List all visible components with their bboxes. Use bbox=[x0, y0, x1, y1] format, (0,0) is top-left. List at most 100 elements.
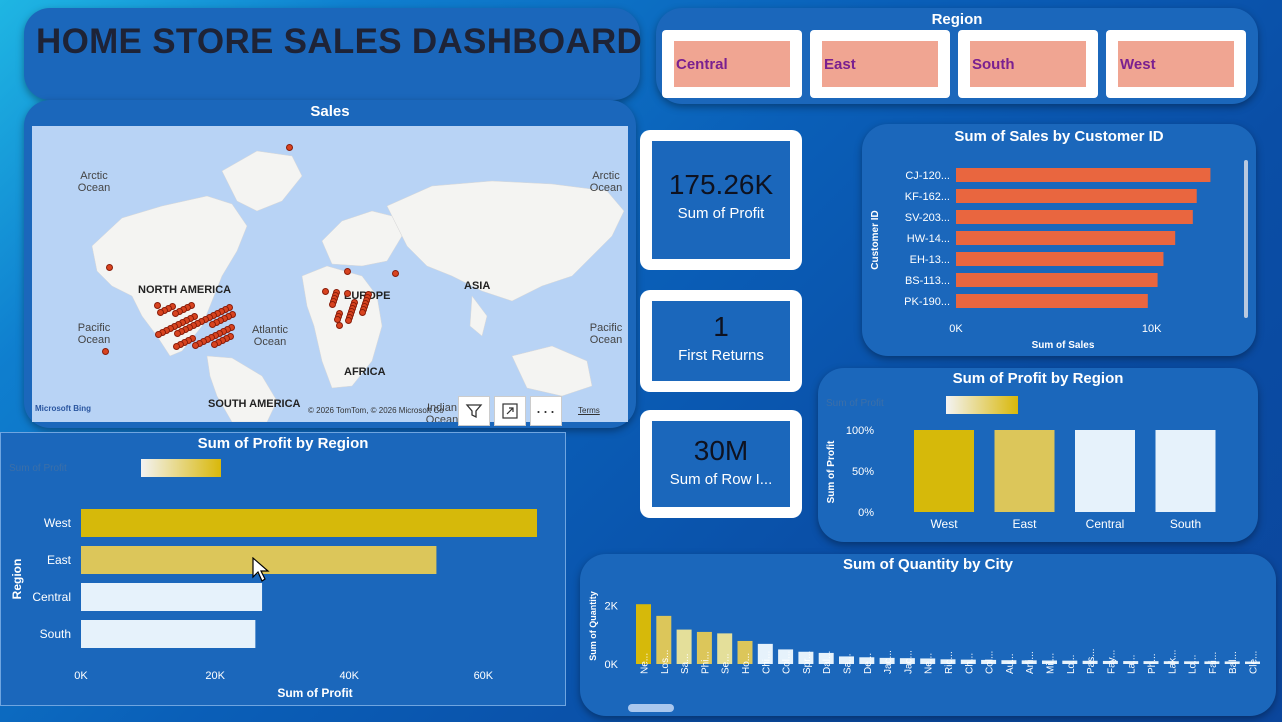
city-column[interactable] bbox=[960, 659, 976, 664]
customer-bar[interactable] bbox=[956, 294, 1148, 308]
customer-label: SV-203... bbox=[905, 212, 950, 224]
map-sales-point[interactable] bbox=[322, 288, 329, 295]
x-tick-label: Phi... bbox=[700, 651, 711, 674]
city-column[interactable] bbox=[818, 652, 834, 664]
sales-by-customer-chart[interactable]: CJ-120... KF-162... SV-203... HW-14... EH-13… bbox=[862, 124, 1256, 356]
city-column[interactable] bbox=[1102, 660, 1118, 664]
map-sales-point[interactable] bbox=[174, 330, 181, 337]
customer-bar[interactable] bbox=[956, 210, 1193, 224]
region-column[interactable] bbox=[914, 430, 974, 512]
map-sales-point[interactable] bbox=[155, 331, 162, 338]
customer-label: PK-190... bbox=[904, 296, 950, 308]
map-attribution: © 2026 TomTom, © 2026 Microsoft Co bbox=[308, 406, 444, 415]
map-sales-point[interactable] bbox=[336, 322, 343, 329]
map-sales-point[interactable] bbox=[345, 317, 352, 324]
city-column[interactable] bbox=[940, 659, 956, 664]
slicer-option-central[interactable]: Central bbox=[662, 30, 802, 98]
x-tick-label: East bbox=[1012, 517, 1037, 531]
map-sales-point[interactable] bbox=[392, 270, 399, 277]
city-column[interactable] bbox=[879, 657, 895, 664]
map-sales-point[interactable] bbox=[106, 264, 113, 271]
map-sales-point[interactable] bbox=[344, 268, 351, 275]
y-tick-label: Central bbox=[32, 590, 71, 604]
customer-bar[interactable] bbox=[956, 252, 1164, 266]
title-card: HOME STORE SALES DASHBOARD bbox=[24, 8, 642, 100]
region-column[interactable] bbox=[1075, 430, 1135, 512]
map-sales-point[interactable] bbox=[359, 309, 366, 316]
more-options-icon[interactable]: ··· bbox=[530, 396, 562, 426]
x-tick-label: Los... bbox=[660, 650, 671, 674]
map-sales-point[interactable] bbox=[154, 302, 161, 309]
city-column[interactable] bbox=[981, 659, 997, 664]
city-column[interactable] bbox=[1021, 660, 1037, 664]
focus-mode-icon[interactable] bbox=[494, 396, 526, 426]
map-sales-point[interactable] bbox=[192, 342, 199, 349]
kpi-label-returns: First Returns bbox=[678, 347, 764, 364]
city-column[interactable] bbox=[1163, 661, 1179, 664]
map-sales-point[interactable] bbox=[209, 321, 216, 328]
y-axis-title: Sum of Profit bbox=[826, 440, 837, 503]
city-column[interactable] bbox=[757, 643, 773, 664]
city-column[interactable] bbox=[1184, 661, 1200, 664]
city-column[interactable] bbox=[920, 658, 936, 664]
map-sales-point[interactable] bbox=[173, 343, 180, 350]
customer-chart-scrollbar[interactable] bbox=[1244, 160, 1248, 318]
city-column[interactable] bbox=[859, 657, 875, 664]
filter-icon[interactable] bbox=[458, 396, 490, 426]
x-tick-label: Lo... bbox=[1188, 655, 1199, 674]
city-column[interactable] bbox=[778, 649, 794, 664]
region-slicer-label: Region bbox=[931, 11, 983, 28]
map-terms-link[interactable]: Terms bbox=[578, 406, 600, 415]
city-column[interactable] bbox=[1062, 660, 1078, 664]
sales-map[interactable]: Arctic Ocean Arctic Ocean Pacific Ocean … bbox=[32, 126, 628, 422]
quantity-by-city-chart[interactable]: Ne... Los... Sa... Phi... Se... Ho... Chi... Co… bbox=[580, 554, 1276, 716]
city-column[interactable] bbox=[1204, 661, 1220, 664]
city-column[interactable] bbox=[636, 604, 651, 664]
customer-bar[interactable] bbox=[956, 189, 1197, 203]
region-bar[interactable] bbox=[81, 583, 263, 611]
city-column[interactable] bbox=[656, 615, 672, 664]
city-column[interactable] bbox=[899, 658, 915, 664]
city-column[interactable] bbox=[1001, 660, 1017, 664]
city-column[interactable] bbox=[1042, 660, 1057, 665]
customer-bar[interactable] bbox=[956, 231, 1176, 245]
region-bar[interactable] bbox=[81, 509, 537, 537]
city-column[interactable] bbox=[1143, 661, 1159, 664]
map-sales-point[interactable] bbox=[211, 341, 218, 348]
map-sales-point[interactable] bbox=[157, 309, 164, 316]
customer-label: BS-113... bbox=[905, 275, 950, 287]
map-sales-point[interactable] bbox=[344, 290, 351, 297]
customer-bar[interactable] bbox=[956, 273, 1158, 287]
x-tick-label: South bbox=[1170, 517, 1201, 531]
city-column[interactable] bbox=[737, 640, 753, 664]
city-column[interactable] bbox=[1082, 660, 1098, 664]
map-label-asia: ASIA bbox=[464, 280, 491, 292]
city-column[interactable] bbox=[798, 651, 814, 664]
region-column[interactable] bbox=[994, 430, 1055, 512]
region-bar[interactable] bbox=[81, 620, 256, 648]
map-sales-point[interactable] bbox=[286, 144, 293, 151]
city-column[interactable] bbox=[1123, 661, 1139, 664]
city-column[interactable] bbox=[696, 631, 712, 664]
city-column[interactable] bbox=[676, 629, 692, 664]
y-tick-label: 100% bbox=[846, 425, 874, 437]
map-sales-point[interactable] bbox=[172, 310, 179, 317]
slicer-option-south[interactable]: South bbox=[958, 30, 1098, 98]
x-tick-label: Jac... bbox=[903, 650, 914, 674]
x-axis-title: Sum of Profit bbox=[277, 686, 352, 700]
map-sales-point[interactable] bbox=[329, 301, 336, 308]
sales-map-card: Sales Arctic Ocean Arctic Ocean Pacific … bbox=[24, 100, 636, 428]
city-column[interactable] bbox=[717, 633, 733, 664]
customer-bar[interactable] bbox=[956, 168, 1211, 182]
city-chart-scrollbar[interactable] bbox=[628, 704, 674, 712]
city-column[interactable] bbox=[1245, 661, 1260, 664]
map-sales-point[interactable] bbox=[102, 348, 109, 355]
region-column[interactable] bbox=[1155, 430, 1216, 512]
city-column[interactable] bbox=[1224, 661, 1240, 664]
slicer-option-east[interactable]: East bbox=[810, 30, 950, 98]
slicer-option-west[interactable]: West bbox=[1106, 30, 1246, 98]
city-column[interactable] bbox=[839, 656, 854, 664]
kpi-value-profit: 175.26K bbox=[668, 169, 774, 200]
